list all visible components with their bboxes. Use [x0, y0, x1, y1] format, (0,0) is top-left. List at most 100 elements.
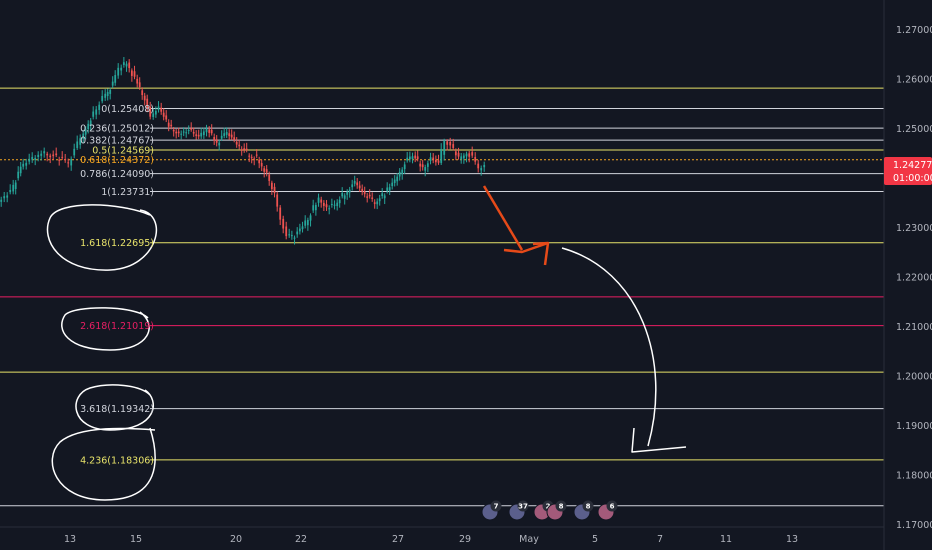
candle-body: [452, 144, 455, 148]
candle-body: [223, 133, 226, 136]
red-arrowhead-right: [532, 241, 550, 266]
event-count-0: 7: [494, 503, 499, 511]
candle-body: [172, 129, 175, 132]
candle-body: [84, 129, 87, 135]
candle-body: [462, 155, 465, 159]
candle-body: [338, 199, 341, 204]
candle-body: [22, 163, 25, 167]
candle-body: [233, 137, 236, 141]
candle-body: [58, 159, 61, 161]
candle-body: [243, 148, 246, 150]
candle-body: [202, 131, 205, 136]
candle-body: [82, 133, 85, 139]
candle-body: [192, 131, 195, 134]
event-badge-0: [490, 500, 502, 512]
candle-body: [325, 204, 328, 208]
time-axis[interactable]: 13 15 20 22 27 29 May 5 7 11 13: [0, 526, 884, 545]
annotations: [46, 185, 687, 501]
candle-body: [429, 157, 432, 161]
candle-body: [138, 82, 141, 88]
candle-body: [477, 163, 480, 169]
candle-body: [64, 159, 67, 161]
candle-body: [190, 128, 193, 130]
event-badge-5: [606, 500, 618, 512]
candle-body: [154, 110, 157, 115]
candle-body: [376, 201, 379, 205]
candle-body: [288, 234, 291, 236]
candle-body: [361, 188, 364, 192]
white-curved-arrow: [561, 247, 657, 447]
candle-body: [368, 194, 371, 197]
candle-body: [167, 122, 170, 127]
candle-body: [185, 132, 188, 134]
candle-body: [333, 204, 336, 206]
candle-body: [411, 156, 414, 159]
candle-body: [109, 89, 112, 94]
candle-body: [14, 182, 17, 190]
candle-body: [106, 92, 109, 97]
time-tick-4: 27: [392, 534, 404, 545]
candle-body: [426, 163, 429, 167]
candle-body: [330, 203, 333, 206]
candle-body: [296, 231, 299, 235]
candle-body: [253, 158, 256, 160]
time-tick-5: 29: [459, 534, 471, 545]
candle-body: [279, 207, 282, 220]
candle-body: [432, 157, 435, 160]
candle-body: [104, 93, 107, 98]
current-price-countdown: 01:00:00: [893, 173, 932, 184]
event-count-5: 6: [610, 503, 615, 511]
candle-body: [440, 149, 443, 163]
candle-body: [187, 129, 190, 131]
event-count-3: 8: [559, 503, 564, 511]
event-badge-1: [517, 500, 529, 512]
time-tick-8: 7: [657, 534, 663, 545]
circle-1618: [46, 204, 157, 271]
time-tick-10: 13: [786, 534, 798, 545]
candle-body: [320, 199, 323, 203]
candle-body: [128, 62, 131, 69]
candle-body: [356, 182, 359, 186]
candle-body: [391, 182, 394, 187]
candle-body: [348, 189, 351, 193]
price-axis[interactable]: 1.270001.260001.250001.240001.230001.220…: [883, 0, 932, 550]
candle-body: [238, 144, 241, 147]
candle-body: [117, 67, 120, 76]
candle-body: [317, 197, 320, 203]
fib-label-0.236: 0.236(1.25012): [80, 124, 154, 135]
candle-body: [245, 148, 248, 151]
candle-body: [309, 215, 312, 221]
candle-body: [143, 95, 146, 101]
candle-body: [205, 128, 208, 133]
candle-body: [235, 141, 238, 145]
price-tick-1.17000: 1.17000: [896, 520, 932, 531]
candle-body: [403, 164, 406, 170]
candle-body: [386, 187, 389, 191]
event-badge-3: [555, 500, 567, 512]
candle-body: [122, 62, 125, 65]
current-price-value: 1.24277: [893, 160, 932, 171]
candle-body: [468, 153, 471, 157]
price-tick-1.18000: 1.18000: [896, 471, 932, 482]
candle-body: [28, 158, 31, 162]
candle-body: [37, 154, 40, 158]
candle-body: [46, 153, 49, 156]
candle-body: [290, 235, 293, 237]
candle-body: [366, 196, 369, 198]
candle-body: [401, 169, 404, 175]
price-tick-1.25000: 1.25000: [896, 124, 932, 135]
candle-body: [52, 154, 55, 157]
fib-label-0: 0(1.25408): [101, 104, 154, 115]
candle-body: [25, 162, 28, 166]
price-tick-1.27000: 1.27000: [896, 25, 932, 36]
candle-body: [282, 218, 285, 229]
time-tick-6: May: [519, 534, 539, 545]
candle-body: [95, 109, 98, 115]
candle-body: [111, 81, 114, 86]
candle-body: [89, 120, 92, 126]
fibonacci-labels: 0(1.25408)0.236(1.25012)0.382(1.24767)0.…: [80, 104, 154, 466]
time-tick-7: 5: [592, 534, 598, 545]
candle-body: [353, 180, 356, 184]
economic-events[interactable]: 7 37 2 8 8 6: [481, 500, 618, 521]
